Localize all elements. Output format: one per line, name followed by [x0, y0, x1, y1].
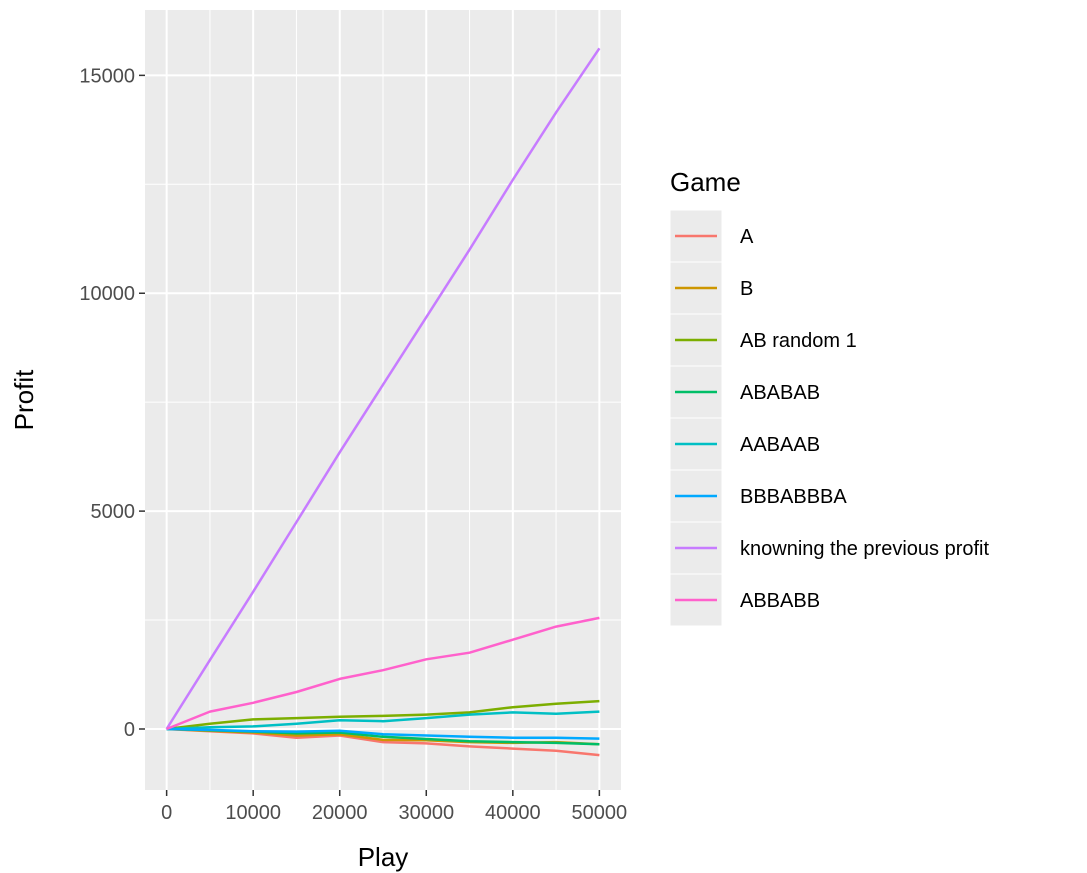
- legend-label: ABABAB: [740, 382, 820, 404]
- legend-label: BBBABBBA: [740, 486, 847, 508]
- y-tick-label: 5000: [91, 501, 136, 523]
- y-axis: 0 5000 10000 15000: [79, 65, 145, 741]
- y-tick-label: 0: [124, 719, 135, 741]
- series-line: [166, 699, 600, 731]
- legend-label: B: [740, 278, 753, 300]
- y-axis-label: Profit: [9, 369, 39, 430]
- x-axis: 0 10000 20000 30000 40000 50000: [161, 790, 627, 824]
- legend-label: knowning the previous profit: [740, 538, 989, 560]
- series-lines: [165, 47, 601, 757]
- x-tick-label: 30000: [398, 802, 454, 824]
- grid-major: [145, 10, 621, 790]
- x-tick-label: 20000: [312, 802, 368, 824]
- y-tick-label: 10000: [79, 283, 135, 305]
- legend-items: A B AB random 1 ABABAB AABAAB BBBABBBA knownin…: [669, 209, 989, 627]
- legend-label: ABBABB: [740, 590, 820, 612]
- grid-minor: [145, 10, 621, 790]
- x-tick-label: 40000: [485, 802, 541, 824]
- legend-label: A: [740, 226, 754, 248]
- x-tick-label: 10000: [225, 802, 281, 824]
- x-axis-label: Play: [358, 842, 409, 872]
- x-tick-label: 0: [161, 802, 172, 824]
- series-line: [165, 47, 601, 730]
- series-line: [166, 710, 600, 731]
- x-tick-label: 50000: [572, 802, 628, 824]
- series-line: [166, 616, 600, 731]
- legend-title: Game: [670, 167, 741, 197]
- legend-label: AB random 1: [740, 330, 857, 352]
- series-line: [166, 727, 600, 740]
- legend-label: AABAAB: [740, 434, 820, 456]
- legend: Game A B AB random 1 ABABAB AABAAB BBBABBBA kn…: [669, 167, 989, 627]
- y-tick-label: 15000: [79, 65, 135, 87]
